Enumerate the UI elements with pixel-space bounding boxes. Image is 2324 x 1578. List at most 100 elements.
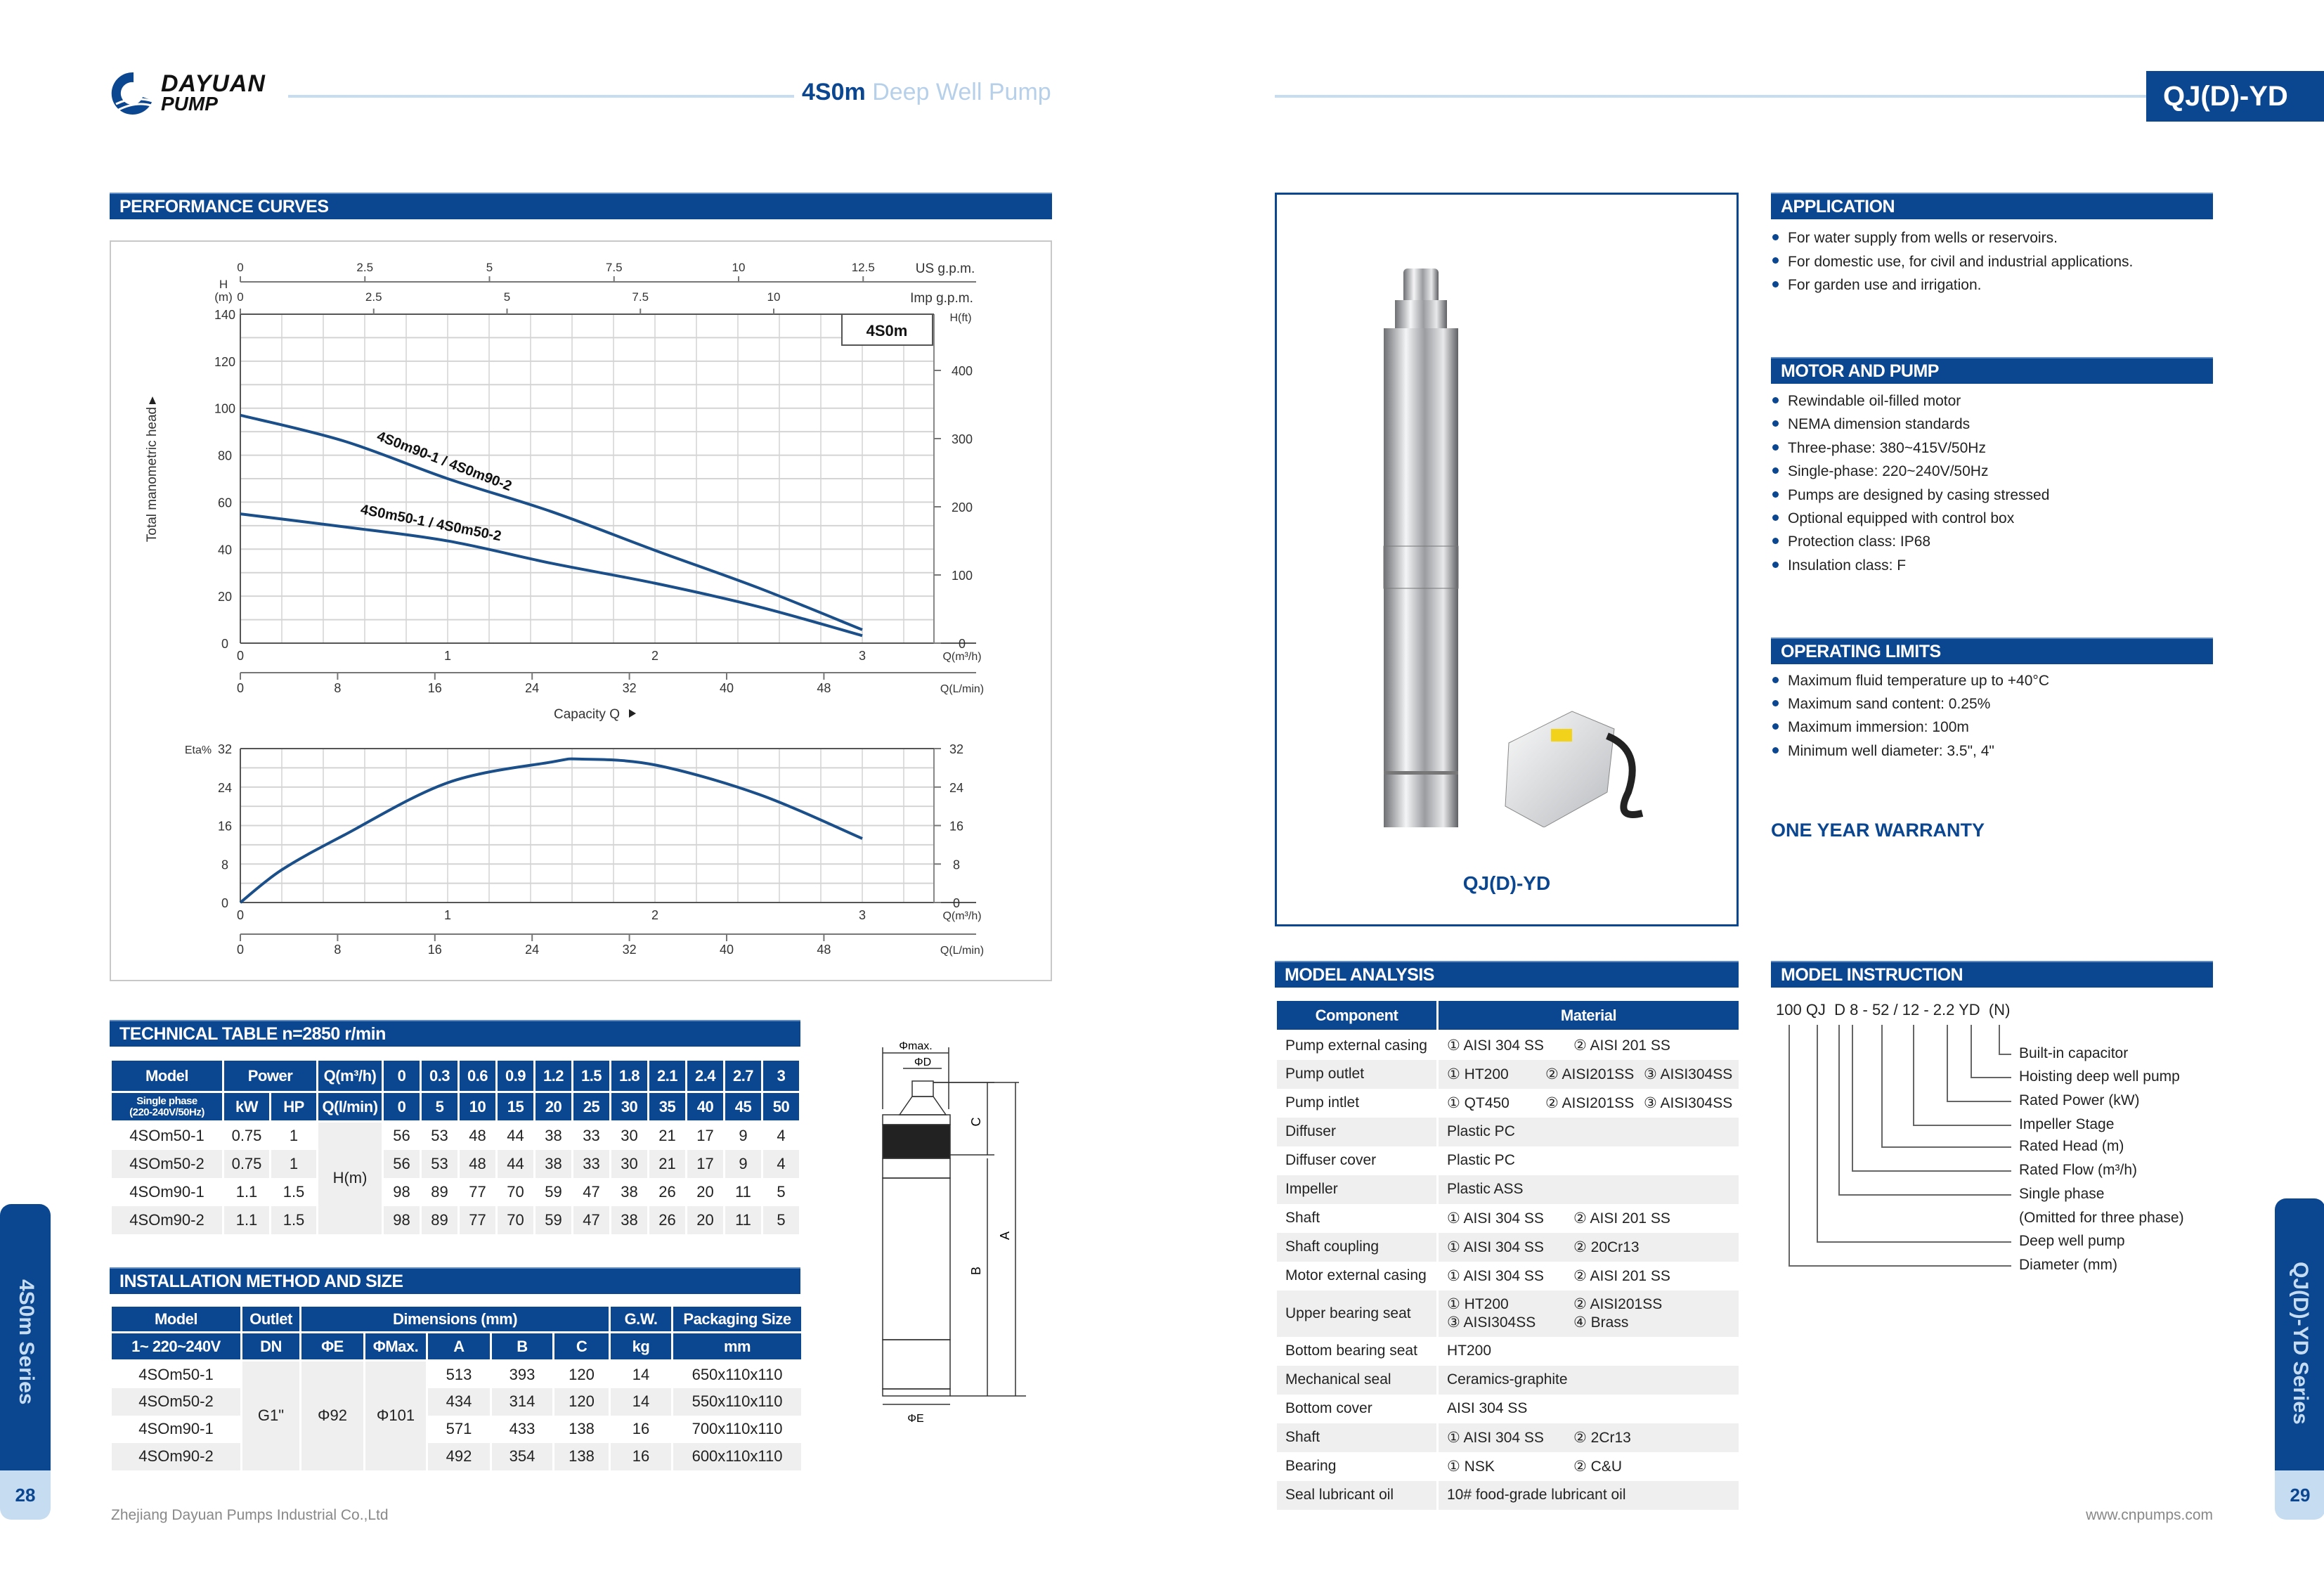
x-tick-label: 2 [651,908,658,922]
table-row: Diffuser cover Plastic PC [1275,1146,1741,1175]
cell-material: Plastic ASS [1436,1175,1741,1204]
cell-material: ① AISI 304 SS ② AISI 201 SS [1436,1030,1741,1060]
material-option: ② AISI201SS [1545,1066,1635,1082]
footer-website[interactable]: www.cnpumps.com [2086,1507,2213,1523]
cell-material: 10# food-grade lubricant oil [1436,1480,1741,1510]
cell-component: Bottom bearing seat [1275,1336,1439,1366]
material-option: 10# food-grade lubricant oil [1447,1487,1626,1503]
lmin-tick-label: 0 [237,943,244,957]
page-title: 4S0m Deep Well Pump [802,79,1051,105]
th-sub: kg [609,1331,674,1362]
cell-component: Motor external casing [1275,1261,1439,1291]
cell-kw: 1.1 [222,1205,271,1234]
cell-hp: 1.5 [269,1177,318,1206]
usgpm-tick-label: 10 [732,261,746,274]
model-badge: QJ(D)-YD [2146,71,2324,122]
cell-b: 393 [490,1360,554,1388]
table-row: Pump outlet ① HT200 ② AISI201SS ③ AISI304SS [1275,1059,1741,1089]
th-sub: 10 [457,1091,498,1123]
cell-a: 492 [426,1442,492,1470]
page-number-right: 29 [2275,1470,2324,1520]
cell-head: 70 [495,1177,535,1206]
table-row: Mechanical seal Ceramics-graphite [1275,1365,1741,1395]
cell-model: 4SOm50-2 [110,1388,242,1416]
operating-limits-heading: OPERATING LIMITS [1771,638,2213,664]
table-row: 4SOm50-2 434 314 120 14 550x110x110 [110,1388,804,1416]
cell-material: ① AISI 304 SS ② AISI 201 SS [1436,1261,1741,1291]
cell-component: Pump intlet [1275,1088,1439,1118]
left-series-tab[interactable] [0,1204,51,1470]
th-dimensions: Dimensions (mm) [299,1305,611,1333]
th-sub: HP [269,1091,318,1123]
cell-head: 4 [761,1149,801,1178]
warranty-text: ONE YEAR WARRANTY [1771,820,1985,841]
usgpm-tick-label: 0 [237,261,243,274]
brand-name: DAYUAN [161,70,266,97]
cell-material: ① HT200 ② AISI201SS ③ AISI304SS [1436,1059,1741,1089]
series-box [841,313,933,346]
connector-line [1999,1025,2011,1055]
material-option: ① QT450 [1447,1094,1510,1111]
header-rule-right [1275,95,2146,98]
cell-component: Mechanical seal [1275,1365,1439,1395]
th-flow: 3 [761,1059,801,1093]
th-phase-line2: (220-240V/50Hz) [129,1106,205,1118]
series-label-0: 4S0m90-1 / 4S0m90-2 [375,429,514,494]
th-flow: 2.1 [647,1059,687,1093]
cell-kg: 16 [609,1442,674,1470]
list-item: Minimum well diameter: 3.5", 4" [1772,743,1994,760]
performance-curves-heading: PERFORMANCE CURVES [110,193,1052,219]
technical-table-heading: TECHNICAL TABLE n=2850 r/min [110,1020,800,1047]
x-unit-label: Q(m³/h) [942,910,981,922]
th-sub: 20 [533,1091,573,1123]
connector-line [1971,1025,2011,1078]
cell-kg: 14 [609,1360,674,1388]
list-item: Rewindable oil-filled motor [1772,393,1961,410]
y-unit-top: H [219,278,228,291]
cell-head: 77 [457,1205,498,1234]
footer-company: Zhejiang Dayuan Pumps Industrial Co.,Ltd [111,1507,389,1523]
cell-kw: 0.75 [222,1149,271,1178]
cell-head: 48 [457,1121,498,1150]
instruction-label: (Omitted for three phase) [2019,1210,2184,1226]
instruction-label: Diameter (mm) [2019,1257,2117,1273]
connector-line [1947,1025,2011,1102]
dim-b-label: B [969,1267,983,1275]
instruction-label: Impeller Stage [2019,1116,2115,1132]
table-row: Shaft ① AISI 304 SS ② AISI 201 SS [1275,1203,1741,1233]
cell-head: 5 [761,1177,801,1206]
right-series-tab[interactable] [2275,1198,2324,1470]
cell-model: 4SOm90-1 [110,1177,224,1206]
table-row: 4SOm90-1 1.1 1.5 98 89 77 70 59 47 38 26 20 11 5 [110,1177,801,1206]
th-flow: 2.4 [685,1059,725,1093]
x-tick-label: 0 [237,908,244,922]
x-tick-label: 0 [237,649,244,663]
th-sub: 35 [647,1091,687,1123]
material-option: Plastic PC [1447,1123,1515,1139]
material-option: ① HT200 [1447,1295,1509,1312]
table-row: Shaft ① AISI 304 SS ② 2Cr13 [1275,1423,1741,1452]
y2-unit-label: H(ft) [949,312,971,324]
pump-image [1383,269,1644,834]
th-flow: 0.6 [457,1059,498,1093]
cell-c: 138 [552,1442,611,1470]
cell-material: AISI 304 SS [1436,1394,1741,1423]
cell-head: 30 [609,1149,649,1178]
th-sub: 25 [571,1091,611,1123]
cell-c: 120 [552,1388,611,1416]
cell-hp: 1 [269,1149,318,1178]
cell-head: 21 [647,1121,687,1150]
cell-pack: 650x110x110 [671,1360,804,1388]
cell-kg: 16 [609,1415,674,1443]
table-row: Upper bearing seat ① HT200 ② AISI201SS ③ AI… [1275,1290,1741,1337]
th-material: Material [1436,999,1741,1032]
th-gw: G.W. [609,1305,674,1333]
cell-kg: 14 [609,1388,674,1416]
model-code: 100 QJ D 8 - 52 / 12 - 2.2 YD (N) [1776,1001,2011,1018]
lmin-tick-label: 8 [334,681,341,695]
installation-heading: INSTALLATION METHOD AND SIZE [110,1267,800,1294]
cell-head: 53 [420,1149,460,1178]
eta-label: Eta% [185,744,212,756]
cell-material: ① AISI 304 SS ② AISI 201 SS [1436,1203,1741,1233]
th-component: Component [1275,999,1439,1032]
